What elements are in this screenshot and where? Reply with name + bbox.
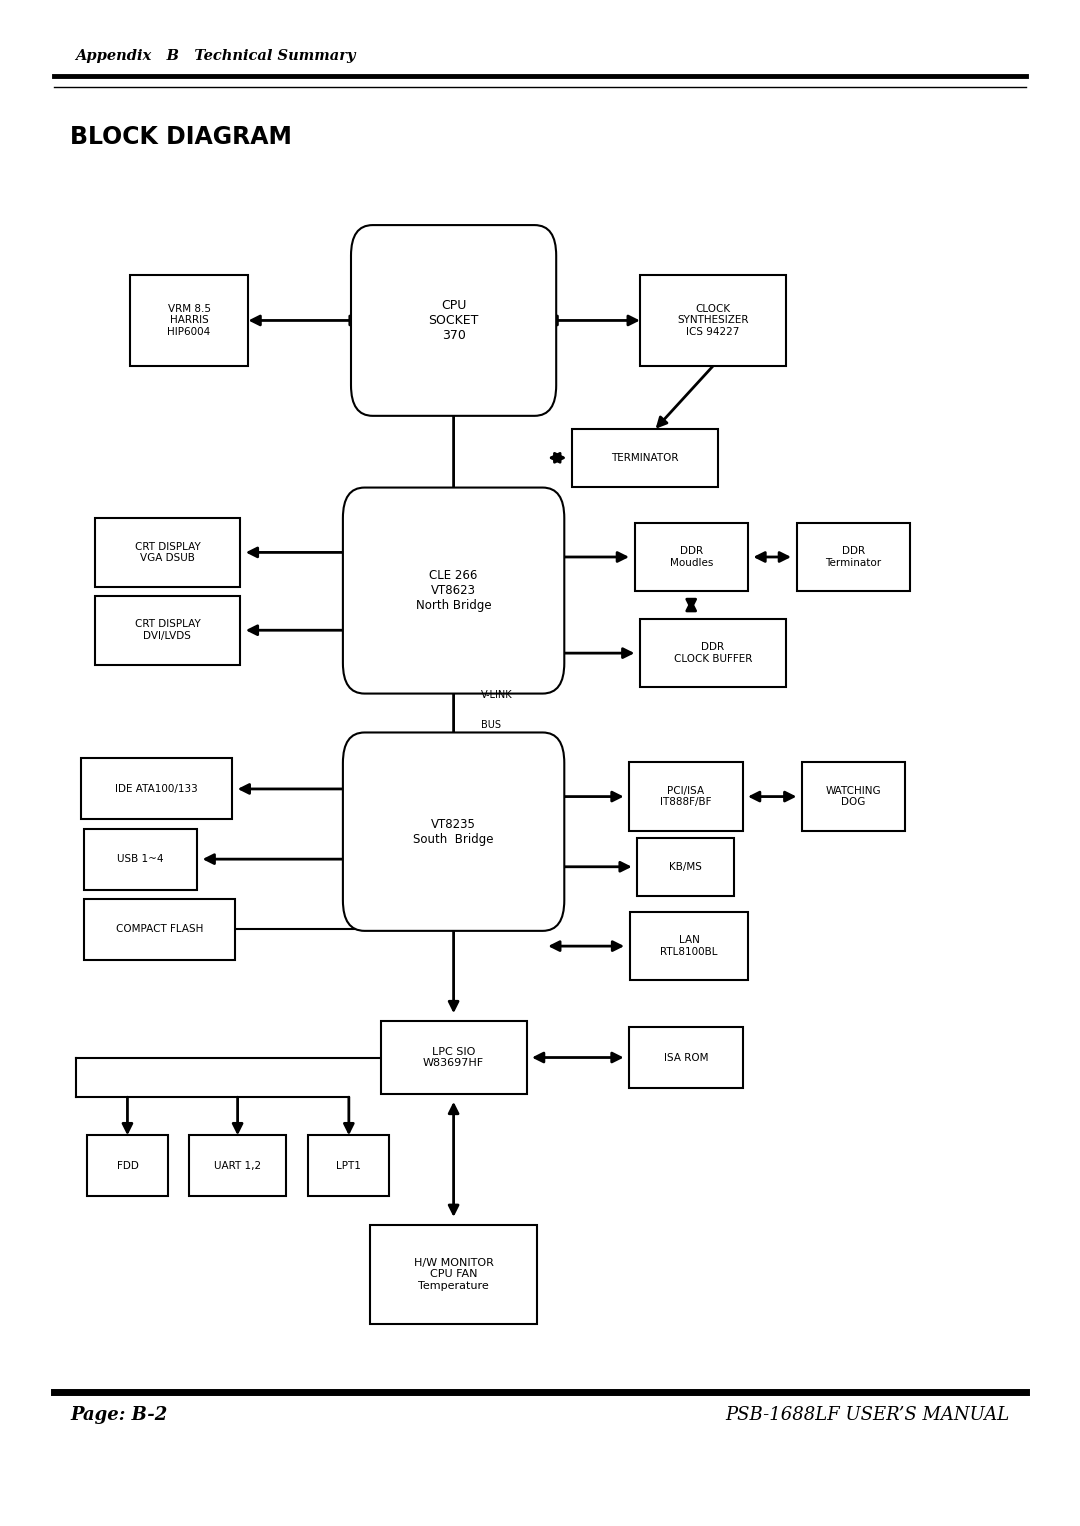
- FancyBboxPatch shape: [84, 899, 235, 960]
- Text: CLOCK
SYNTHESIZER
ICS 94227: CLOCK SYNTHESIZER ICS 94227: [677, 304, 748, 337]
- Text: KB/MS: KB/MS: [670, 862, 702, 871]
- Text: CRT DISPLAY
DVI/LVDS: CRT DISPLAY DVI/LVDS: [135, 620, 200, 641]
- FancyBboxPatch shape: [572, 429, 717, 487]
- FancyBboxPatch shape: [639, 620, 786, 687]
- Text: DDR
Moudles: DDR Moudles: [670, 546, 713, 568]
- FancyBboxPatch shape: [84, 829, 197, 890]
- Text: BLOCK DIAGRAM: BLOCK DIAGRAM: [70, 125, 292, 150]
- Text: LAN
RTL8100BL: LAN RTL8100BL: [660, 935, 718, 957]
- FancyBboxPatch shape: [95, 595, 241, 665]
- Text: CRT DISPLAY
VGA DSUB: CRT DISPLAY VGA DSUB: [135, 542, 200, 563]
- Text: DDR
CLOCK BUFFER: DDR CLOCK BUFFER: [674, 642, 752, 664]
- Text: PSB-1688LF USER’S MANUAL: PSB-1688LF USER’S MANUAL: [726, 1405, 1010, 1424]
- FancyBboxPatch shape: [639, 275, 786, 366]
- FancyBboxPatch shape: [635, 522, 747, 591]
- Text: V-LINK: V-LINK: [481, 690, 512, 700]
- FancyBboxPatch shape: [342, 488, 564, 693]
- FancyBboxPatch shape: [797, 522, 909, 591]
- Text: DDR
Terminator: DDR Terminator: [825, 546, 881, 568]
- Text: CLE 266
VT8623
North Bridge: CLE 266 VT8623 North Bridge: [416, 569, 491, 612]
- Text: FDD: FDD: [117, 1161, 138, 1170]
- Text: Page: B-2: Page: B-2: [70, 1405, 167, 1424]
- Text: UART 1,2: UART 1,2: [214, 1161, 261, 1170]
- Text: LPC SIO
W83697HF: LPC SIO W83697HF: [423, 1047, 484, 1068]
- FancyBboxPatch shape: [81, 758, 232, 819]
- FancyBboxPatch shape: [309, 1135, 390, 1196]
- FancyBboxPatch shape: [630, 913, 748, 981]
- FancyBboxPatch shape: [351, 224, 556, 415]
- FancyBboxPatch shape: [86, 1135, 167, 1196]
- Text: PCI/ISA
IT888F/BF: PCI/ISA IT888F/BF: [660, 786, 712, 807]
- Text: TERMINATOR: TERMINATOR: [611, 453, 678, 462]
- FancyBboxPatch shape: [380, 1021, 527, 1094]
- FancyBboxPatch shape: [342, 732, 564, 931]
- Text: VRM 8.5
HARRIS
HIP6004: VRM 8.5 HARRIS HIP6004: [167, 304, 211, 337]
- FancyBboxPatch shape: [369, 1224, 538, 1323]
- Text: VT8235
South  Bridge: VT8235 South Bridge: [414, 818, 494, 845]
- FancyBboxPatch shape: [637, 838, 734, 896]
- FancyBboxPatch shape: [95, 517, 241, 586]
- Text: USB 1~4: USB 1~4: [117, 855, 164, 864]
- Text: CPU
SOCKET
370: CPU SOCKET 370: [429, 299, 478, 342]
- Text: ISA ROM: ISA ROM: [663, 1053, 708, 1062]
- Text: IDE ATA100/133: IDE ATA100/133: [116, 784, 198, 794]
- FancyBboxPatch shape: [629, 763, 743, 830]
- Text: BUS: BUS: [481, 720, 501, 731]
- FancyBboxPatch shape: [629, 1027, 743, 1088]
- FancyBboxPatch shape: [189, 1135, 286, 1196]
- Text: COMPACT FLASH: COMPACT FLASH: [117, 925, 203, 934]
- FancyBboxPatch shape: [802, 763, 905, 830]
- Text: H/W MONITOR
CPU FAN
Temperature: H/W MONITOR CPU FAN Temperature: [414, 1257, 494, 1291]
- Text: Appendix   B   Technical Summary: Appendix B Technical Summary: [76, 49, 356, 64]
- Text: LPT1: LPT1: [336, 1161, 362, 1170]
- Text: WATCHING
DOG: WATCHING DOG: [825, 786, 881, 807]
- FancyBboxPatch shape: [130, 275, 248, 366]
